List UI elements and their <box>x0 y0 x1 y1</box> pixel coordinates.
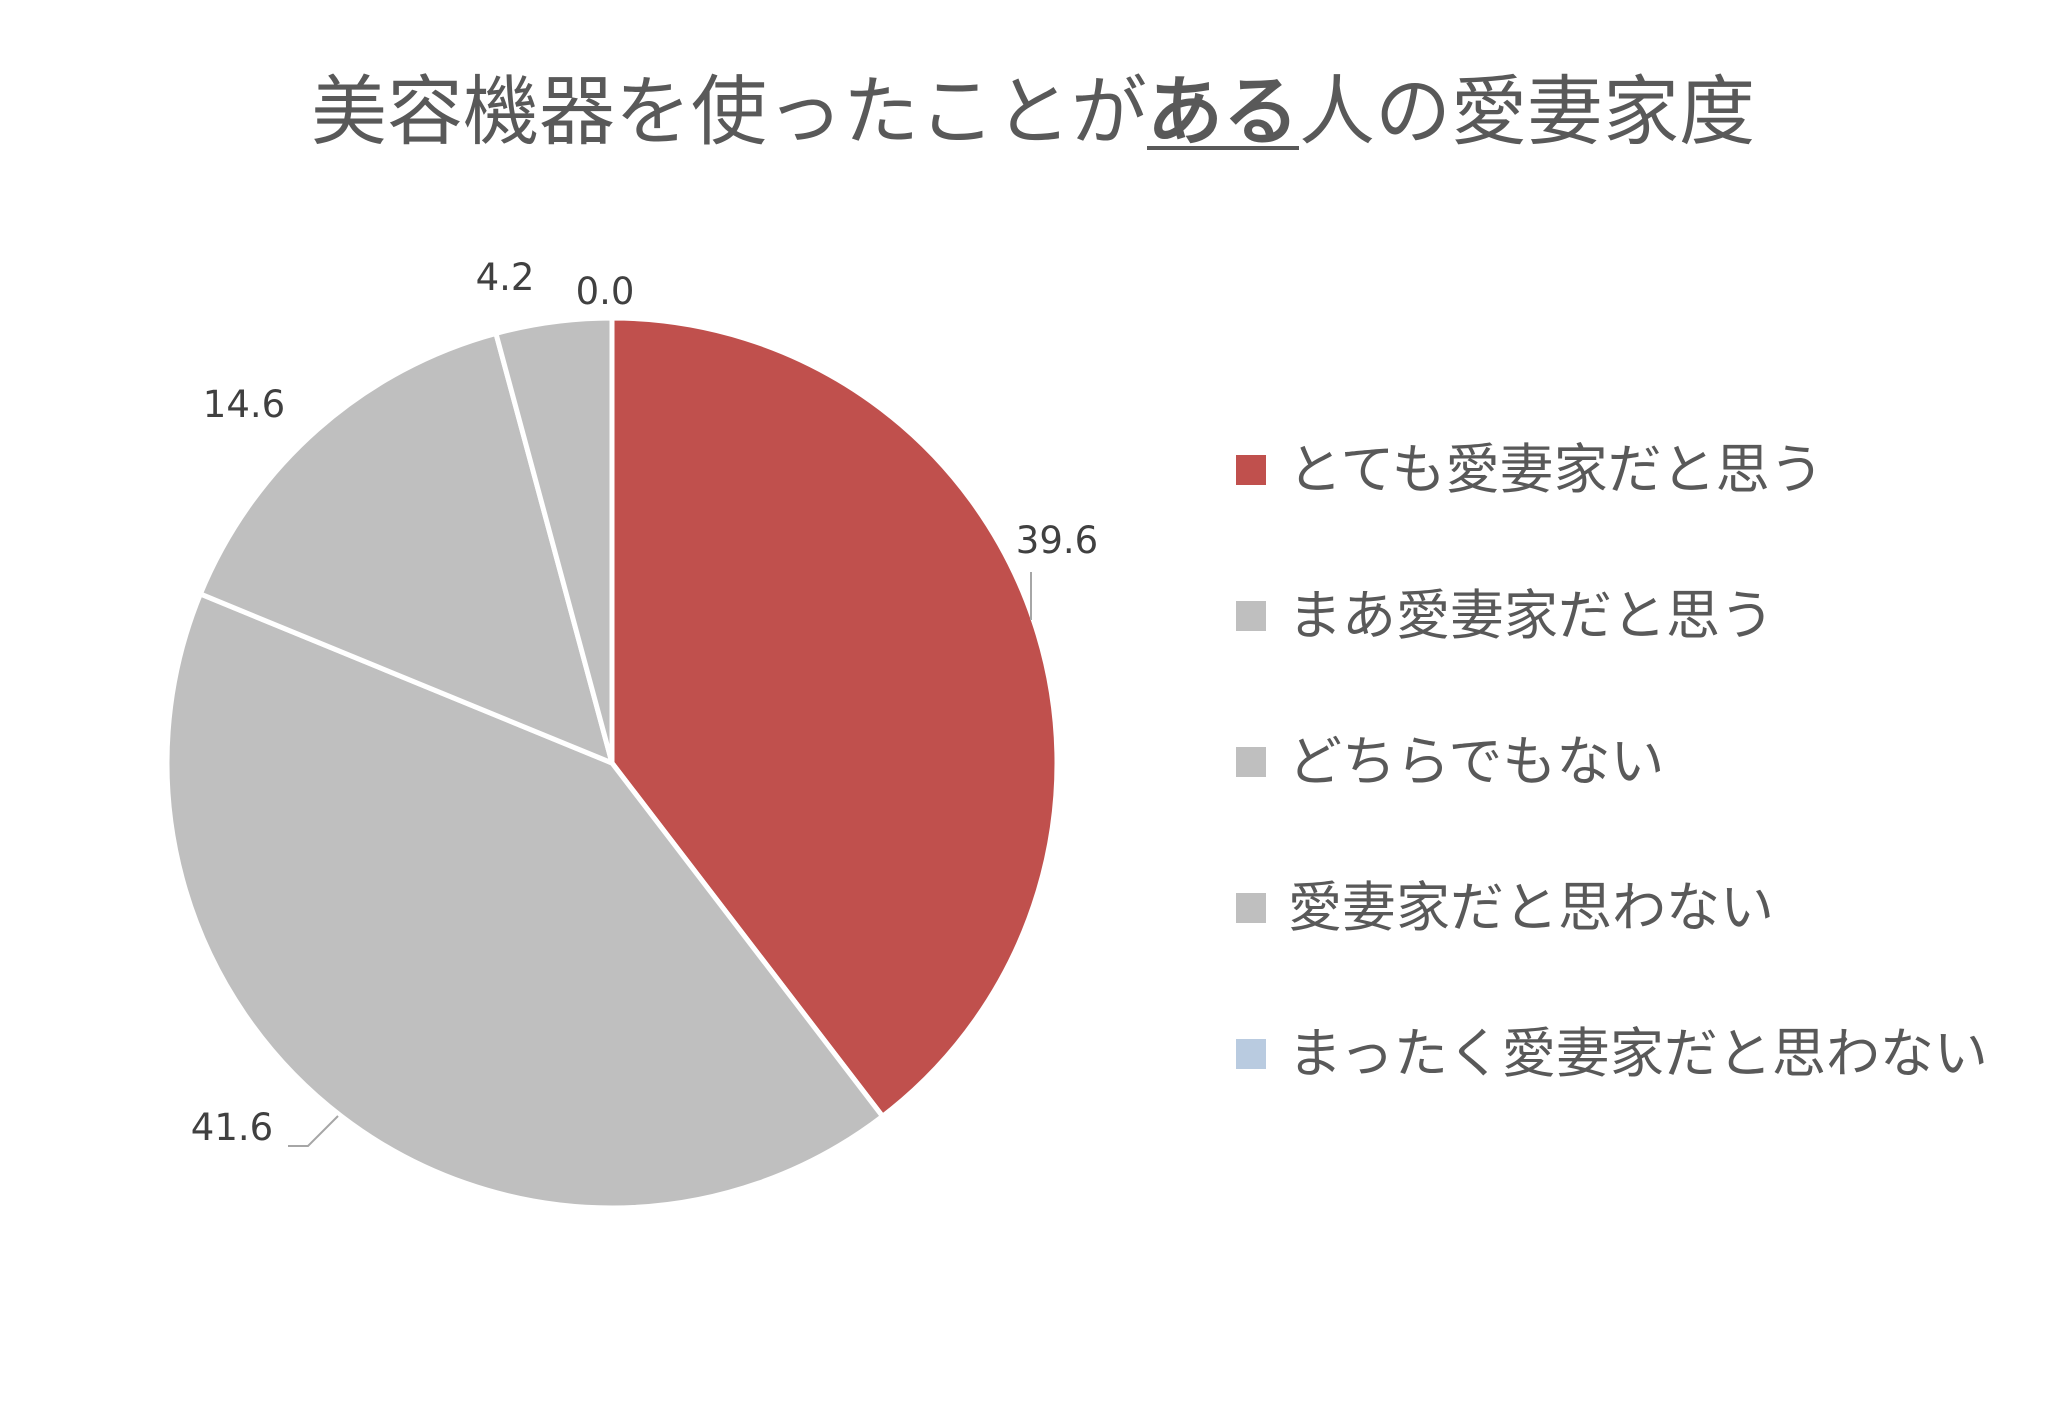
chart-title-emphasis: ある <box>1147 67 1299 156</box>
legend-item-4: まったく愛妻家だと思わない <box>1236 1014 1988 1094</box>
pie-slice-0 <box>609 315 1060 1119</box>
legend-label-1: まあ愛妻家だと思う <box>1288 584 1774 647</box>
legend-label-4: まったく愛妻家だと思わない <box>1288 1022 1988 1085</box>
legend-item-3: 愛妻家だと思わない <box>1236 868 1774 948</box>
legend-swatch-4 <box>1236 1039 1266 1069</box>
leader-lines <box>288 572 1032 1147</box>
legend-item-2: どちらでもない <box>1236 722 1664 802</box>
legend-label-2: どちらでもない <box>1288 730 1665 793</box>
legend-item-1: まあ愛妻家だと思う <box>1236 576 1774 656</box>
chart-title-part-1: 美容機器を使ったことが <box>311 67 1147 156</box>
data-label-4: 0.0 <box>576 270 635 313</box>
legend-swatch-1 <box>1236 601 1266 631</box>
legend-swatch-2 <box>1236 747 1266 777</box>
data-label-2: 14.6 <box>203 383 285 426</box>
data-labels: 39.6 41.6 14.6 4.2 0.0 <box>191 256 1098 1149</box>
legend-label-0: とても愛妻家だと思う <box>1288 438 1824 501</box>
data-label-3: 4.2 <box>476 256 535 299</box>
chart-title-part-2: 人の愛妻家度 <box>1299 67 1755 156</box>
pie-slice-1 <box>164 591 886 1211</box>
pie-slice-2 <box>197 330 615 766</box>
data-label-1: 41.6 <box>191 1106 273 1149</box>
legend-swatch-3 <box>1236 893 1266 923</box>
data-label-0: 39.6 <box>1016 519 1098 562</box>
pie-slices <box>164 315 1060 1211</box>
legend-swatch-0 <box>1236 455 1266 485</box>
chart-title: 美容機器を使ったことがある人の愛妻家度 <box>0 62 2066 162</box>
legend-label-3: 愛妻家だと思わない <box>1288 876 1774 939</box>
legend-item-0: とても愛妻家だと思う <box>1236 430 1824 510</box>
leader-line-1 <box>288 1115 339 1147</box>
